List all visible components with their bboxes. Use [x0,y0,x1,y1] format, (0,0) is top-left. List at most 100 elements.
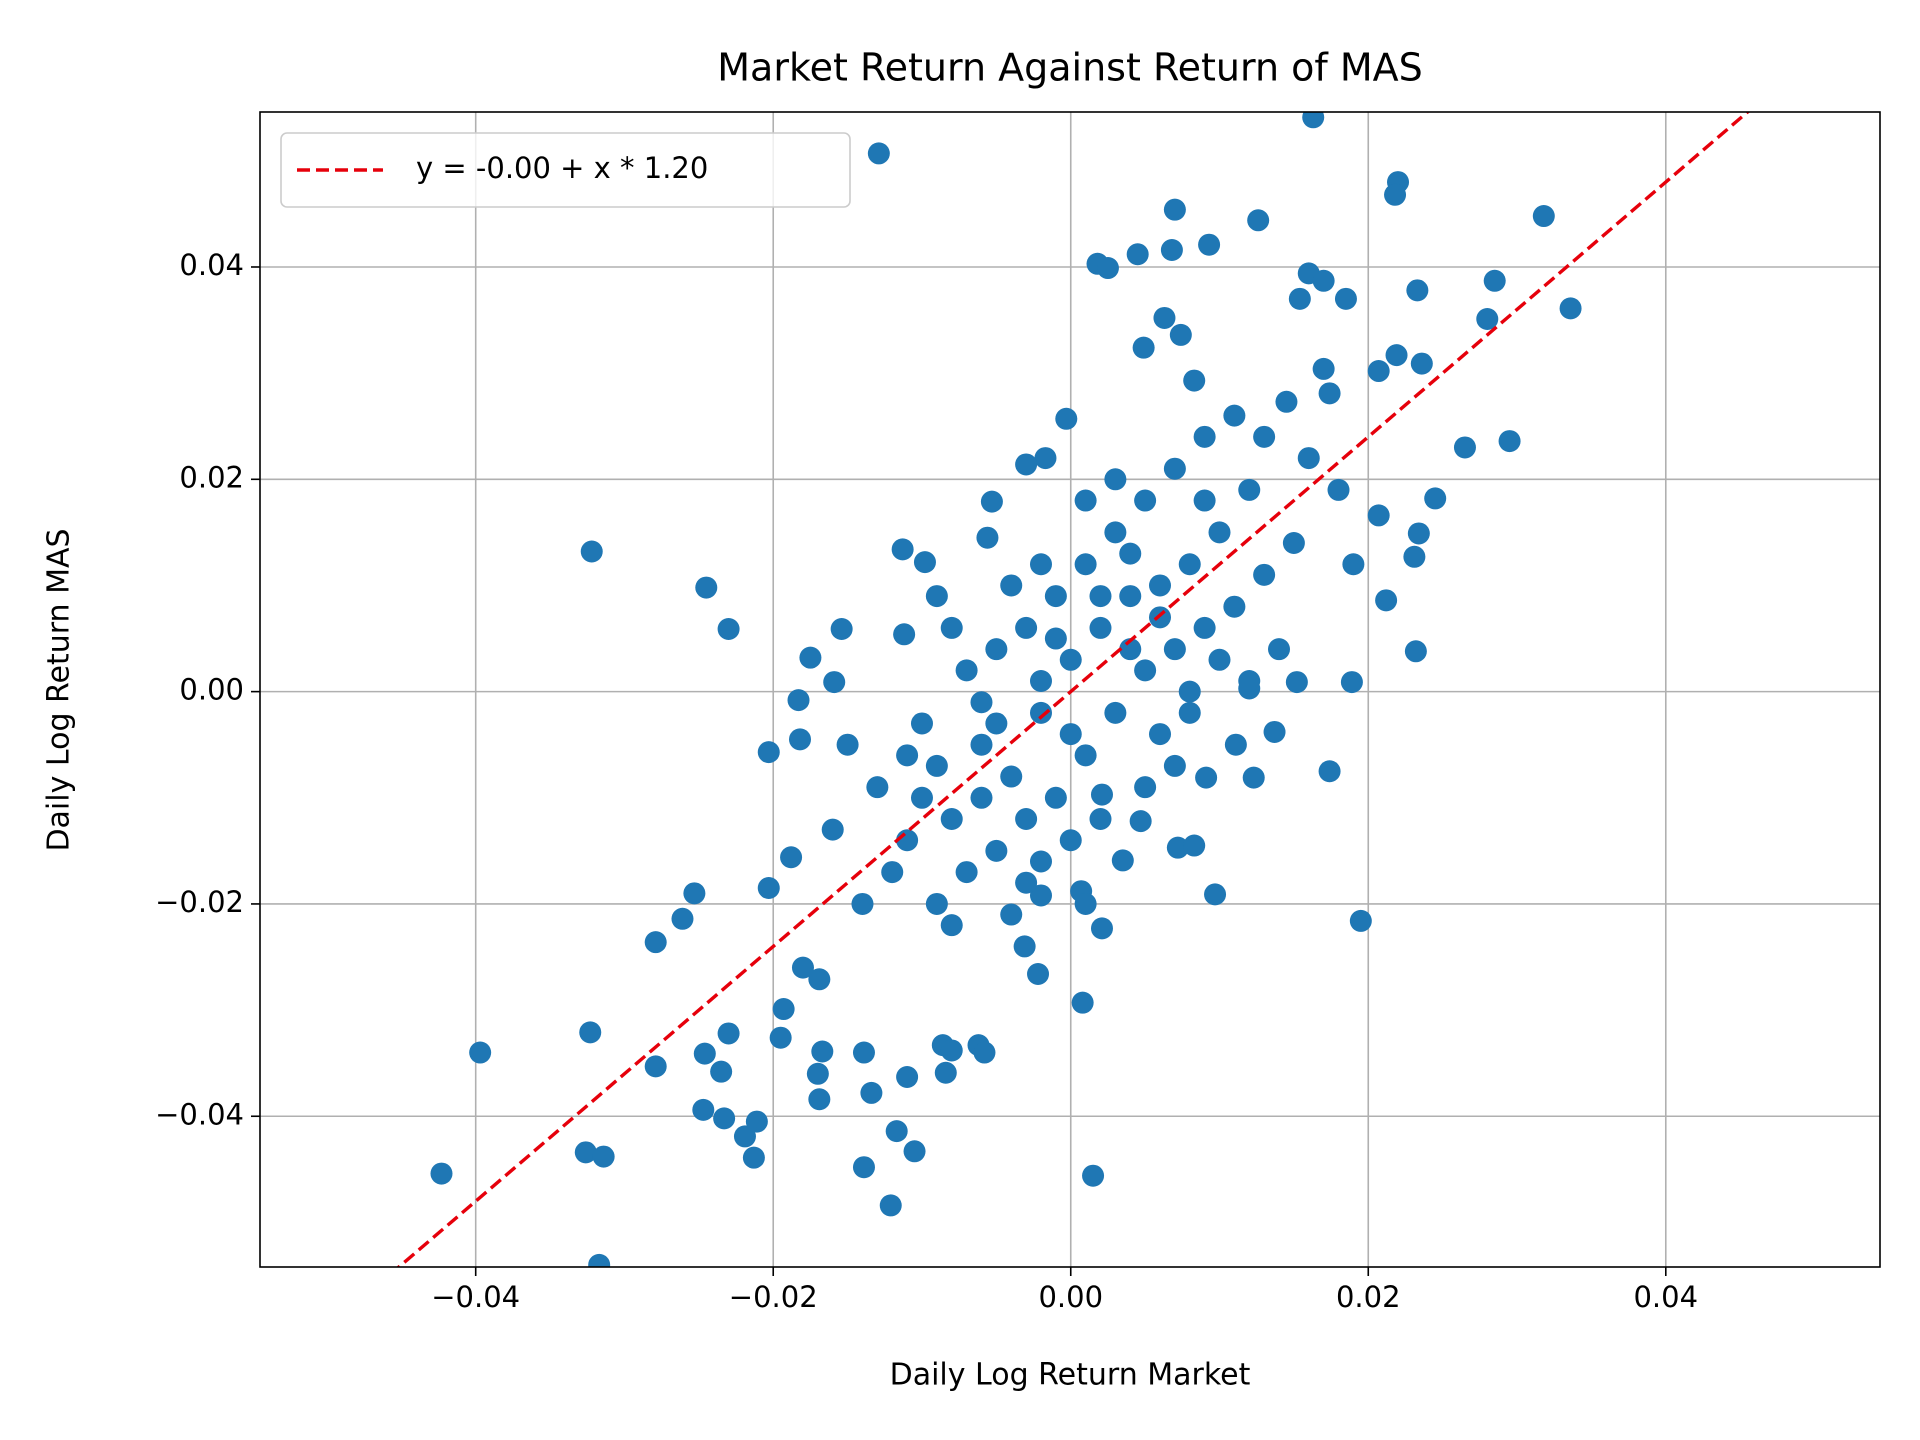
scatter-point [780,846,803,869]
scatter-point [985,638,1008,661]
scatter-point [1327,478,1350,501]
scatter-point [1104,468,1127,491]
scatter-point [896,744,919,767]
scatter-point [1253,425,1276,448]
scatter-point [1015,616,1038,639]
scatter-point [1089,585,1112,608]
x-tick-label: 0.04 [1633,1280,1698,1314]
x-tick-label: −0.04 [431,1280,520,1314]
scatter-point [1178,680,1201,703]
grid [260,112,1880,1267]
scatter-point [791,956,814,979]
scatter-point [1000,903,1023,926]
scatter-point [1104,701,1127,724]
scatter-point [1104,521,1127,544]
scatter-point [1134,776,1157,799]
scatter-point [940,1039,963,1062]
scatter-point [1074,744,1097,767]
scatter-point [574,1141,597,1164]
scatter-point [644,1055,667,1078]
scatter-point [1163,638,1186,661]
scatter-point [1055,407,1078,430]
scatter-point [757,877,780,900]
scatter-point [852,1156,875,1179]
scatter-point [934,1061,957,1084]
scatter-point [811,1040,834,1063]
scatter-point [1406,279,1429,302]
scatter-point [1034,447,1057,470]
scatter-point [913,551,936,574]
scatter-point [580,540,603,563]
scatter-point [683,882,706,905]
scatter-point [710,1060,733,1083]
scatter-point [1089,616,1112,639]
scatter-point [891,538,914,561]
scatter-point [940,914,963,937]
scatter-point [910,712,933,735]
scatter-point [1312,357,1335,380]
scatter-point [469,1041,492,1064]
scatter-point [1223,595,1246,618]
scatter-point [695,576,718,599]
scatter-point [985,839,1008,862]
scatter-point [799,646,822,669]
scatter-point [1282,532,1305,555]
scatter-point [867,142,890,165]
scatter-point [1410,352,1433,375]
scatter-point [1074,553,1097,576]
scatter-point [1183,369,1206,392]
scatter-point [592,1145,615,1168]
scatter-point [1119,542,1142,565]
fit-line [396,112,1751,1267]
scatter-point [860,1081,883,1104]
scatter-point [1532,205,1555,228]
y-tick-label: 0.00 [179,673,244,707]
scatter-point [1297,447,1320,470]
legend-label: y = -0.00 + x * 1.20 [416,151,708,185]
plot-area [396,112,1751,1267]
scatter-point [1111,849,1134,872]
scatter-point [1407,522,1430,545]
x-tick-label: 0.00 [1038,1280,1103,1314]
scatter-point [1253,563,1276,586]
scatter-point [1285,671,1308,694]
scatter-point [1312,269,1335,292]
scatter-point [1342,553,1365,576]
scatter-point [1134,659,1157,682]
scatter-point [1015,871,1038,894]
y-tick-label: 0.02 [179,460,244,494]
legend: y = -0.00 + x * 1.20 [280,132,851,208]
scatter-point [973,1041,996,1064]
scatter-point [1029,850,1052,873]
scatter-point [787,689,810,712]
y-tick-label: 0.04 [179,248,244,282]
scatter-point [1029,553,1052,576]
scatter-point [1027,963,1050,986]
scatter-point [1208,648,1231,671]
scatter-point [789,728,811,751]
scatter-point [1071,991,1094,1014]
scatter-point [1404,640,1427,663]
scatter-point [1134,489,1157,512]
scatter-point [1029,884,1052,907]
scatter-point [1483,269,1506,292]
scatter-point [769,1026,792,1049]
scatter-point [1166,836,1189,859]
scatter-point [772,998,795,1021]
scatter-point [806,1062,829,1085]
scatter-point [970,786,993,809]
scatter-point [1163,754,1186,777]
scatter-point [1074,892,1097,915]
scatter-point [1263,720,1286,743]
scatter-point [1132,336,1155,359]
scatter-point [893,623,916,646]
scatter-point [1178,701,1201,724]
scatter-point [1498,430,1521,453]
scatter-point [1288,287,1311,310]
scatter-point [1318,382,1341,405]
chart-title: Market Return Against Return of MAS [717,46,1423,90]
x-axis-label: Daily Log Return Market [890,1358,1251,1393]
scatter-point [1385,344,1408,367]
scatter-point [717,1022,740,1045]
